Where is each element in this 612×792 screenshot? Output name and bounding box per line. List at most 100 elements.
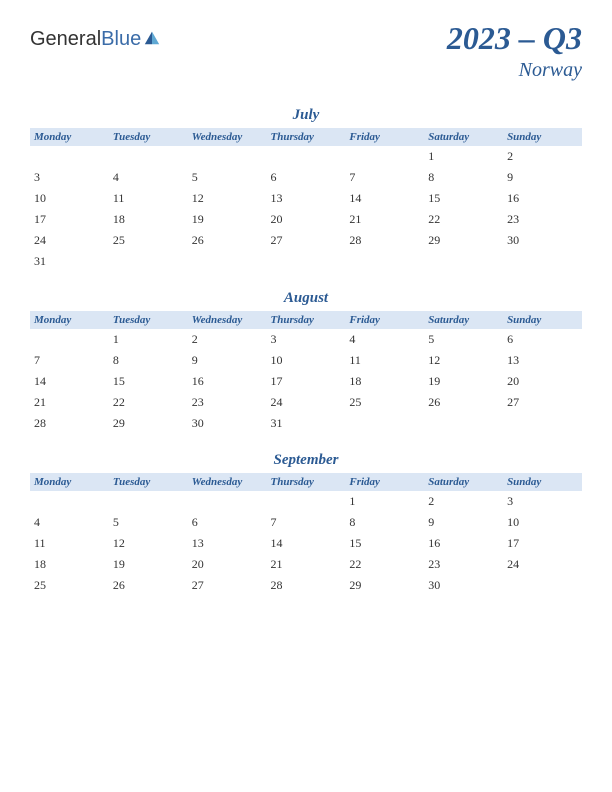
day-cell: 16 — [188, 371, 267, 392]
day-cell: 27 — [503, 392, 582, 413]
country-subtitle: Norway — [447, 59, 582, 82]
logo-part2: Blue — [101, 28, 141, 50]
day-cell: 9 — [503, 167, 582, 188]
day-header: Tuesday — [109, 311, 188, 329]
logo-text: GeneralBlue — [30, 28, 141, 51]
day-cell: 7 — [30, 350, 109, 371]
table-row: 21222324252627 — [30, 392, 582, 413]
day-cell: 2 — [188, 329, 267, 350]
day-cell: 29 — [109, 413, 188, 434]
day-cell: 26 — [424, 392, 503, 413]
day-cell: 1 — [345, 491, 424, 512]
day-cell: 25 — [30, 575, 109, 596]
day-cell: 17 — [267, 371, 346, 392]
table-row: 252627282930 — [30, 575, 582, 596]
month-title: September — [30, 452, 582, 469]
table-row: 10111213141516 — [30, 188, 582, 209]
day-cell — [503, 413, 582, 434]
day-cell: 24 — [503, 554, 582, 575]
day-cell: 26 — [188, 230, 267, 251]
day-cell: 18 — [109, 209, 188, 230]
day-cell: 19 — [109, 554, 188, 575]
calendar-table: MondayTuesdayWednesdayThursdayFridaySatu… — [30, 311, 582, 434]
day-cell: 23 — [188, 392, 267, 413]
day-header: Sunday — [503, 128, 582, 146]
day-cell: 29 — [345, 575, 424, 596]
day-cell — [109, 491, 188, 512]
day-cell — [424, 413, 503, 434]
day-cell: 28 — [30, 413, 109, 434]
day-cell — [109, 146, 188, 167]
day-cell: 2 — [503, 146, 582, 167]
day-cell: 10 — [30, 188, 109, 209]
day-cell: 19 — [424, 371, 503, 392]
day-header: Friday — [345, 128, 424, 146]
day-cell: 22 — [424, 209, 503, 230]
day-cell: 29 — [424, 230, 503, 251]
month-block: AugustMondayTuesdayWednesdayThursdayFrid… — [30, 290, 582, 434]
day-cell — [109, 251, 188, 272]
day-cell: 12 — [424, 350, 503, 371]
day-cell: 8 — [345, 512, 424, 533]
table-row: 12 — [30, 146, 582, 167]
day-header: Thursday — [267, 128, 346, 146]
day-header: Sunday — [503, 473, 582, 491]
day-cell — [267, 146, 346, 167]
day-cell: 25 — [109, 230, 188, 251]
calendar-table: MondayTuesdayWednesdayThursdayFridaySatu… — [30, 473, 582, 596]
day-cell — [267, 251, 346, 272]
table-row: 123456 — [30, 329, 582, 350]
day-cell — [345, 146, 424, 167]
day-cell: 3 — [267, 329, 346, 350]
day-cell: 24 — [30, 230, 109, 251]
day-header: Monday — [30, 128, 109, 146]
day-cell: 9 — [188, 350, 267, 371]
day-cell: 22 — [345, 554, 424, 575]
day-cell: 15 — [345, 533, 424, 554]
month-title: July — [30, 107, 582, 124]
calendar-container: JulyMondayTuesdayWednesdayThursdayFriday… — [30, 107, 582, 596]
day-cell: 20 — [503, 371, 582, 392]
day-cell: 3 — [30, 167, 109, 188]
day-cell: 14 — [267, 533, 346, 554]
day-cell: 2 — [424, 491, 503, 512]
period-title: 2023 – Q3 — [447, 20, 582, 57]
day-header: Friday — [345, 311, 424, 329]
day-cell: 28 — [267, 575, 346, 596]
day-cell: 5 — [109, 512, 188, 533]
day-cell: 22 — [109, 392, 188, 413]
day-cell: 18 — [30, 554, 109, 575]
table-row: 24252627282930 — [30, 230, 582, 251]
day-cell: 8 — [424, 167, 503, 188]
day-cell: 13 — [503, 350, 582, 371]
day-cell: 7 — [267, 512, 346, 533]
table-row: 11121314151617 — [30, 533, 582, 554]
month-block: September MondayTuesdayWednesdayThursdayF… — [30, 452, 582, 596]
day-header: Saturday — [424, 473, 503, 491]
table-row: 123 — [30, 491, 582, 512]
day-cell — [30, 146, 109, 167]
day-cell: 6 — [503, 329, 582, 350]
day-cell: 15 — [424, 188, 503, 209]
day-cell: 31 — [267, 413, 346, 434]
calendar-table: MondayTuesdayWednesdayThursdayFridaySatu… — [30, 128, 582, 272]
day-cell: 21 — [345, 209, 424, 230]
table-row: 28293031 — [30, 413, 582, 434]
day-cell: 15 — [109, 371, 188, 392]
table-row: 14151617181920 — [30, 371, 582, 392]
day-cell: 16 — [424, 533, 503, 554]
day-cell: 16 — [503, 188, 582, 209]
day-cell: 3 — [503, 491, 582, 512]
day-cell — [30, 491, 109, 512]
day-cell: 21 — [267, 554, 346, 575]
day-header: Monday — [30, 311, 109, 329]
header-right: 2023 – Q3 Norway — [447, 20, 582, 82]
day-cell: 27 — [188, 575, 267, 596]
day-cell: 14 — [30, 371, 109, 392]
day-header: Wednesday — [188, 311, 267, 329]
table-row: 31 — [30, 251, 582, 272]
day-cell: 6 — [188, 512, 267, 533]
day-cell: 11 — [345, 350, 424, 371]
day-cell: 28 — [345, 230, 424, 251]
day-cell: 13 — [267, 188, 346, 209]
